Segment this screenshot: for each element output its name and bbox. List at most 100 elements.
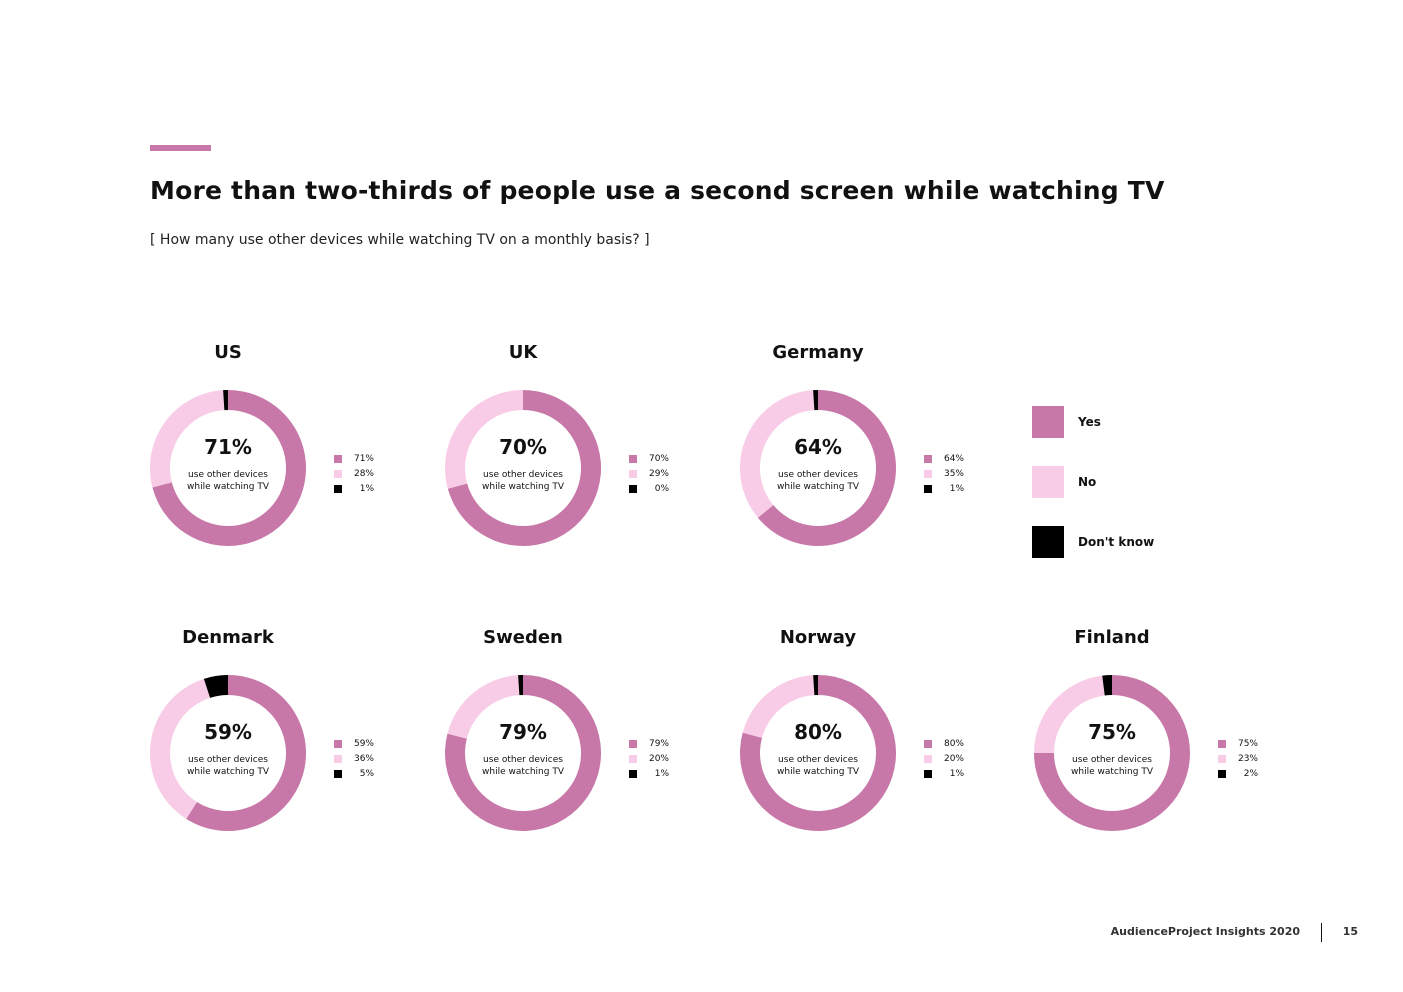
- legend-swatch-dont-know: [1032, 526, 1064, 558]
- legend-item-dont-know: Don't know: [1032, 526, 1232, 558]
- page-number: 15: [1342, 925, 1358, 938]
- data-label-yes-finland: 75%: [1237, 739, 1258, 749]
- data-label-dont-know-denmark: 5%: [359, 769, 374, 779]
- legend-swatch-yes: [1032, 406, 1064, 438]
- chart-title-us: US: [214, 342, 242, 363]
- donut-ring-germany: [740, 390, 896, 546]
- center-label-finland: use other devices while watching TV: [1071, 755, 1153, 777]
- value-row-no-us: 28%: [334, 467, 374, 482]
- slice-dont-know-sweden: [518, 675, 523, 696]
- center-value-denmark: 59%: [204, 720, 252, 744]
- page-title: More than two-thirds of people use a sec…: [150, 176, 1165, 205]
- value-swatch-yes: [924, 740, 932, 748]
- center-value-germany: 64%: [794, 435, 842, 459]
- data-label-dont-know-germany: 1%: [949, 484, 964, 494]
- center-value-uk: 70%: [499, 435, 547, 459]
- value-legend-us: 71% 28% 1%: [334, 452, 374, 497]
- value-swatch-yes: [334, 455, 342, 463]
- value-row-dont-know-sweden: 1%: [629, 767, 669, 782]
- value-legend-finland: 75% 23% 2%: [1218, 737, 1258, 782]
- center-value-finland: 75%: [1088, 720, 1136, 744]
- value-swatch-no: [629, 470, 637, 478]
- slice-yes-germany: [757, 390, 896, 546]
- value-swatch-yes: [629, 455, 637, 463]
- chart-title-sweden: Sweden: [483, 627, 563, 648]
- value-row-no-sweden: 20%: [629, 752, 669, 767]
- value-row-yes-sweden: 79%: [629, 737, 669, 752]
- slice-dont-know-germany: [813, 390, 818, 411]
- value-swatch-dont-know: [924, 485, 932, 493]
- data-label-yes-denmark: 59%: [353, 739, 374, 749]
- slice-dont-know-norway: [813, 675, 818, 696]
- donut-chart-uk: UK 70% use other devices while watching TV…: [445, 342, 705, 562]
- value-row-dont-know-denmark: 5%: [334, 767, 374, 782]
- value-swatch-no: [629, 755, 637, 763]
- value-row-dont-know-norway: 1%: [924, 767, 964, 782]
- value-swatch-dont-know: [1218, 770, 1226, 778]
- data-label-yes-norway: 80%: [943, 739, 964, 749]
- center-value-sweden: 79%: [499, 720, 547, 744]
- value-row-yes-denmark: 59%: [334, 737, 374, 752]
- data-label-dont-know-norway: 1%: [949, 769, 964, 779]
- legend-item-yes: Yes: [1032, 406, 1232, 438]
- donut-chart-us: US 71% use other devices while watching TV…: [150, 342, 410, 562]
- value-row-yes-norway: 80%: [924, 737, 964, 752]
- slice-no-uk: [445, 390, 523, 489]
- value-swatch-yes: [1218, 740, 1226, 748]
- value-legend-denmark: 59% 36% 5%: [334, 737, 374, 782]
- donut-ring-sweden: [445, 675, 601, 831]
- value-row-dont-know-germany: 1%: [924, 482, 964, 497]
- legend-item-no: No: [1032, 466, 1232, 498]
- donut-chart-norway: Norway 80% use other devices while watchin…: [740, 627, 1000, 847]
- value-row-yes-uk: 70%: [629, 452, 669, 467]
- data-label-yes-us: 71%: [353, 454, 374, 464]
- value-swatch-no: [924, 755, 932, 763]
- slice-no-denmark: [150, 678, 211, 819]
- value-row-dont-know-finland: 2%: [1218, 767, 1258, 782]
- data-label-no-finland: 23%: [1237, 754, 1258, 764]
- center-label-us: use other devices while watching TV: [187, 470, 269, 492]
- value-swatch-dont-know: [924, 770, 932, 778]
- center-label-norway: use other devices while watching TV: [777, 755, 859, 777]
- slice-no-finland: [1034, 675, 1105, 753]
- donut-chart-denmark: Denmark 59% use other devices while watchi…: [150, 627, 410, 847]
- donut-ring-us: [150, 390, 306, 546]
- slice-no-norway: [742, 675, 815, 738]
- donut-chart-finland: Finland 75% use other devices while watchi…: [1034, 627, 1294, 847]
- slice-yes-denmark: [186, 675, 306, 831]
- slice-no-us: [150, 390, 225, 488]
- data-label-no-norway: 20%: [943, 754, 964, 764]
- legend-label-no: No: [1078, 475, 1097, 489]
- value-row-yes-us: 71%: [334, 452, 374, 467]
- center-label-germany: use other devices while watching TV: [777, 470, 859, 492]
- data-label-no-uk: 29%: [648, 469, 669, 479]
- value-row-yes-germany: 64%: [924, 452, 964, 467]
- data-label-yes-sweden: 79%: [648, 739, 669, 749]
- accent-bar: [150, 145, 211, 151]
- donut-chart-sweden: Sweden 79% use other devices while watchin…: [445, 627, 705, 847]
- data-label-no-sweden: 20%: [648, 754, 669, 764]
- center-value-us: 71%: [204, 435, 252, 459]
- data-label-no-denmark: 36%: [353, 754, 374, 764]
- value-row-no-denmark: 36%: [334, 752, 374, 767]
- data-label-no-germany: 35%: [943, 469, 964, 479]
- value-swatch-no: [334, 470, 342, 478]
- donut-ring-denmark: [150, 675, 306, 831]
- page-subtitle: [ How many use other devices while watch…: [150, 232, 650, 248]
- footer-divider: [1321, 923, 1322, 942]
- donut-ring-norway: [740, 675, 896, 831]
- donut-chart-germany: Germany 64% use other devices while watchi…: [740, 342, 1000, 562]
- value-swatch-dont-know: [334, 770, 342, 778]
- legend-label-yes: Yes: [1078, 415, 1101, 429]
- data-label-no-us: 28%: [353, 469, 374, 479]
- chart-title-germany: Germany: [772, 342, 864, 363]
- donut-ring-finland: [1034, 675, 1190, 831]
- value-swatch-yes: [334, 740, 342, 748]
- value-row-no-finland: 23%: [1218, 752, 1258, 767]
- value-swatch-no: [924, 470, 932, 478]
- value-row-dont-know-uk: 0%: [629, 482, 669, 497]
- slice-no-sweden: [447, 675, 520, 739]
- value-swatch-no: [1218, 755, 1226, 763]
- value-row-yes-finland: 75%: [1218, 737, 1258, 752]
- value-swatch-yes: [924, 455, 932, 463]
